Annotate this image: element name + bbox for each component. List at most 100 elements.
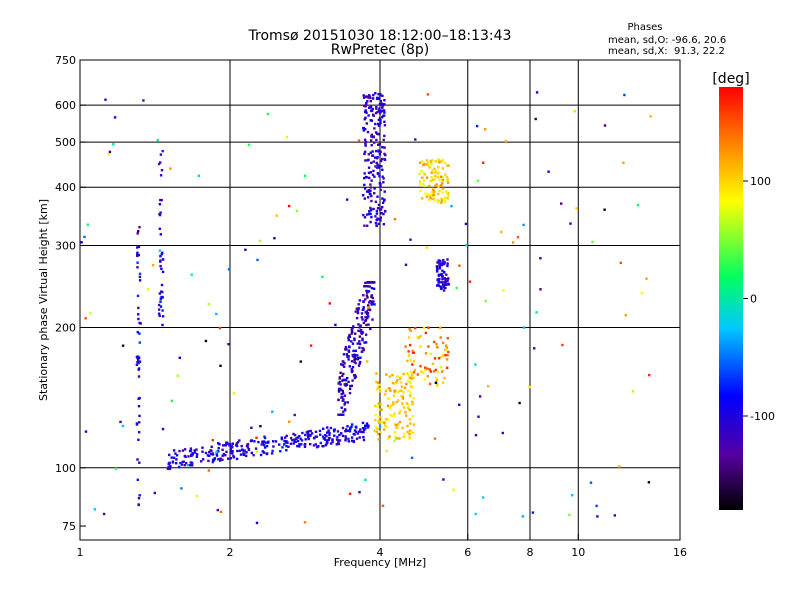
data-point	[313, 436, 316, 440]
data-point	[439, 175, 443, 178]
data-point	[376, 207, 380, 210]
data-point	[137, 497, 141, 500]
data-point	[370, 286, 374, 290]
data-point	[412, 397, 415, 400]
data-point	[425, 246, 428, 249]
data-point	[419, 335, 422, 338]
data-point	[344, 430, 347, 433]
data-point	[346, 198, 349, 201]
data-point	[325, 435, 328, 438]
data-point	[596, 515, 599, 518]
data-point	[403, 406, 406, 409]
data-point	[175, 458, 178, 461]
data-point	[363, 216, 367, 219]
data-point	[370, 135, 373, 138]
data-point	[360, 316, 363, 319]
data-point	[356, 358, 360, 361]
data-point	[161, 315, 165, 318]
data-point	[368, 308, 372, 311]
data-point	[287, 445, 290, 448]
data-point	[217, 442, 220, 445]
data-point	[409, 391, 412, 394]
data-point	[436, 383, 439, 386]
data-point	[354, 310, 357, 313]
data-point	[573, 110, 576, 113]
data-point	[270, 452, 274, 455]
data-point	[280, 437, 284, 441]
data-point	[438, 266, 442, 269]
data-point	[402, 391, 405, 394]
data-point	[363, 187, 367, 190]
data-point	[312, 444, 316, 447]
data-point	[396, 379, 399, 382]
data-points	[80, 91, 652, 525]
data-point	[441, 191, 444, 194]
data-point	[183, 448, 187, 451]
data-point	[435, 183, 438, 186]
data-point	[428, 368, 431, 371]
data-point	[645, 277, 648, 280]
data-point	[346, 355, 349, 358]
data-point	[375, 106, 378, 109]
data-point	[135, 363, 139, 366]
data-point	[245, 451, 248, 454]
data-point	[364, 128, 367, 131]
data-point	[377, 92, 380, 96]
data-point	[262, 440, 266, 443]
data-point	[138, 396, 141, 400]
data-point	[622, 161, 625, 164]
data-point	[93, 508, 97, 511]
x-tick-label: 8	[527, 546, 534, 559]
data-point	[374, 92, 377, 95]
data-point	[436, 346, 439, 349]
data-point	[568, 513, 571, 517]
data-point	[337, 413, 340, 416]
data-point	[168, 467, 172, 470]
data-point	[442, 197, 445, 201]
data-point	[346, 425, 349, 428]
data-point	[259, 453, 263, 457]
data-point	[416, 335, 419, 339]
data-point	[437, 260, 441, 263]
data-point	[331, 440, 334, 444]
data-point	[367, 114, 370, 117]
data-point	[411, 363, 414, 366]
data-point	[436, 384, 439, 387]
data-point	[446, 264, 449, 268]
data-point	[305, 431, 308, 434]
data-point	[379, 430, 382, 433]
data-point	[362, 126, 365, 130]
data-point	[286, 441, 289, 444]
data-point	[366, 95, 369, 98]
data-point	[595, 504, 598, 508]
data-point	[159, 297, 162, 301]
data-point	[283, 439, 286, 443]
data-point	[395, 426, 398, 429]
data-point	[531, 511, 535, 514]
data-point	[348, 429, 351, 432]
data-point	[439, 201, 443, 204]
data-point	[424, 192, 427, 195]
data-point	[362, 213, 365, 217]
data-point	[188, 464, 192, 467]
data-point	[375, 388, 379, 391]
data-point	[107, 152, 110, 156]
data-point	[433, 167, 436, 170]
data-point	[252, 454, 255, 457]
data-point	[425, 176, 429, 179]
data-point	[351, 365, 355, 369]
data-point	[343, 409, 347, 412]
data-point	[437, 192, 440, 196]
data-point	[383, 158, 386, 161]
data-point	[267, 440, 270, 443]
data-point	[137, 368, 140, 371]
data-point	[242, 449, 245, 453]
data-point	[226, 442, 229, 445]
data-point	[428, 198, 431, 201]
data-point	[348, 387, 352, 391]
data-point	[364, 281, 367, 285]
data-point	[229, 457, 232, 460]
data-point	[190, 454, 193, 458]
data-point	[412, 371, 416, 374]
data-point	[443, 199, 446, 203]
